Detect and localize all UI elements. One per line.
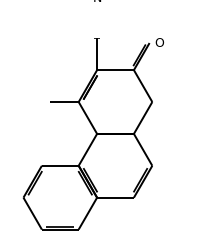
- Text: N: N: [92, 0, 102, 5]
- Text: O: O: [154, 37, 164, 50]
